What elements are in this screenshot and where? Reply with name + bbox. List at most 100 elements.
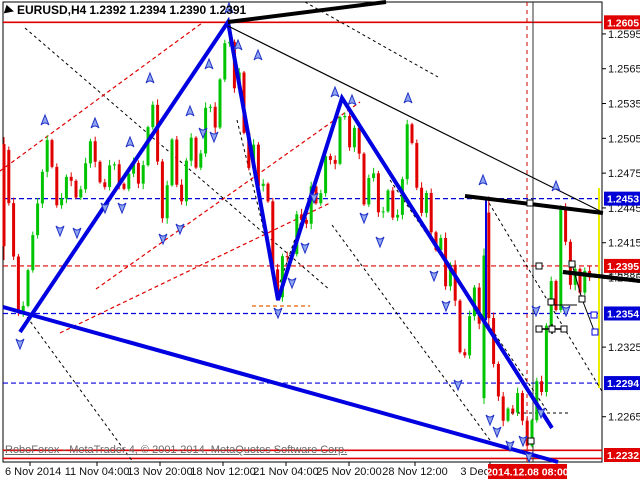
candle-body (184, 160, 188, 202)
fractal-up-icon (125, 135, 135, 148)
fractal-down-icon (492, 426, 502, 439)
candle-body (482, 255, 486, 399)
fractal-down-icon (536, 407, 546, 420)
fractal-up-icon (330, 85, 340, 98)
fractal-up-icon (90, 116, 100, 129)
candle-body (208, 106, 212, 108)
candle-body (261, 183, 265, 187)
candle-body (79, 189, 83, 198)
fractal-up-icon (224, 1, 234, 14)
candle-body (60, 198, 64, 206)
candle-body (304, 219, 308, 224)
candle-body (280, 256, 284, 298)
candle-body (554, 281, 558, 310)
candle-body (64, 176, 68, 199)
price-badge (604, 306, 640, 321)
object-handle-square[interactable] (578, 295, 586, 303)
candle-body (439, 238, 443, 251)
candle-body (544, 325, 548, 392)
price-badge (604, 191, 640, 206)
candle-body (583, 270, 587, 293)
object-handle-square[interactable] (548, 325, 556, 333)
symbol-dropdown-arrow-icon[interactable] (3, 4, 16, 16)
red-dashed-trendline[interactable] (95, 101, 361, 290)
candle-body (328, 156, 332, 160)
object-handle-square[interactable] (527, 437, 535, 445)
candle-body (477, 287, 481, 324)
candle-body (276, 269, 280, 298)
candle-body (117, 164, 121, 184)
candle-body (520, 393, 524, 421)
fractal-down-icon (117, 202, 127, 215)
object-handle-square[interactable] (560, 325, 568, 333)
object-handle-square[interactable] (535, 262, 543, 270)
candle-body (516, 393, 520, 413)
object-handle-square[interactable] (568, 260, 576, 268)
red-dashed-trendline[interactable] (59, 202, 331, 334)
fractal-down-icon (209, 131, 219, 144)
fractal-down-icon (359, 212, 369, 225)
black-dashed-trendline[interactable] (331, 224, 496, 448)
candle-body (69, 176, 73, 181)
candle-body (93, 141, 97, 162)
candle-body (228, 41, 232, 44)
fractal-up-icon (403, 91, 413, 104)
object-handle-square-blue[interactable] (591, 328, 599, 336)
object-handle-square[interactable] (535, 325, 543, 333)
fractal-down-icon (287, 277, 297, 290)
candle-body (26, 270, 30, 306)
candle-body (45, 140, 49, 172)
price-axis-label: 1.2415 (608, 238, 640, 250)
fractal-up-icon (40, 113, 50, 126)
fractal-up-icon (233, 38, 243, 51)
chart-frame (2, 1, 603, 463)
candle-body (400, 179, 404, 215)
candle-body (213, 106, 217, 128)
candle-body (405, 124, 409, 180)
zigzag-indicator-line[interactable] (18, 16, 554, 430)
candle-body (415, 142, 419, 188)
fractal-down-icon (300, 242, 310, 255)
time-axis-label: 18 Nov 12:00 (190, 466, 255, 478)
candle-body (338, 117, 342, 164)
fractal-down-icon (485, 414, 495, 427)
black-dashed-trendline[interactable] (304, 1, 439, 78)
candle-body (376, 173, 380, 213)
candle-body (31, 235, 35, 271)
lower-blue-trendline[interactable] (2, 305, 559, 464)
black-dashed-trendline[interactable] (488, 202, 604, 394)
fractal-up-icon (185, 104, 195, 117)
candle-body (496, 363, 500, 397)
fractal-down-icon (561, 305, 571, 318)
candle-body (194, 137, 198, 168)
candle-body (448, 264, 452, 287)
candle-body (333, 159, 337, 164)
candle-body (410, 124, 414, 143)
candle-body (472, 287, 476, 317)
object-handle-square-blue[interactable] (590, 311, 598, 319)
candle-body (372, 173, 376, 178)
fractal-down-icon (453, 379, 463, 392)
price-badge (604, 448, 640, 462)
candle-body (156, 104, 160, 162)
candle-body (199, 153, 203, 168)
candle-body (16, 256, 20, 312)
fractal-down-icon (72, 227, 82, 240)
time-axis-label: 6 Nov 2014 (5, 466, 61, 478)
candle-body (492, 317, 496, 364)
fractal-up-icon (478, 173, 488, 186)
candle-body (55, 166, 59, 206)
ohlc-readout: 1.2392 1.2394 1.2390 1.2391 (89, 3, 247, 17)
time-axis-label: 28 Nov 12:00 (382, 466, 447, 478)
apex-ascending-bold-trendline[interactable] (227, 0, 387, 24)
copyright-link[interactable]: RoboForex - MetaTrader 4, © 2001-2014, M… (5, 444, 348, 456)
object-handle-square[interactable] (526, 199, 534, 207)
object-handle-square[interactable] (547, 298, 555, 306)
apex-descending-trendline[interactable] (227, 25, 603, 213)
candle-body (381, 211, 385, 213)
price-axis-label: 1.2505 (608, 133, 640, 145)
black-dashed-trendline[interactable] (24, 27, 331, 291)
selected-bold-trendline[interactable] (464, 194, 604, 215)
